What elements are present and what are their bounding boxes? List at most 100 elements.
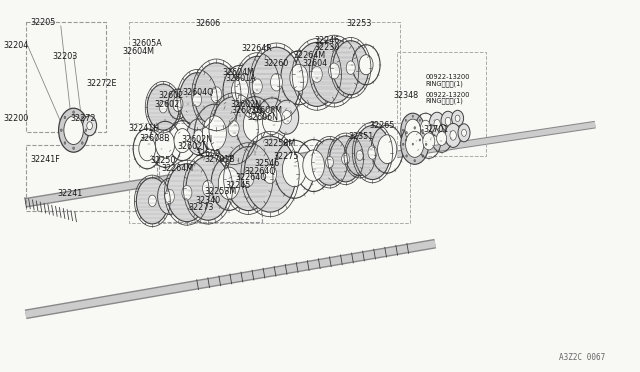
Text: RINGリング(1): RINGリング(1): [426, 98, 463, 105]
Ellipse shape: [83, 116, 97, 136]
Text: 32265: 32265: [370, 121, 396, 130]
Ellipse shape: [423, 133, 435, 150]
Ellipse shape: [420, 120, 431, 134]
Ellipse shape: [405, 119, 420, 141]
Ellipse shape: [412, 143, 413, 145]
Text: 32348: 32348: [394, 92, 419, 100]
Text: 32264M: 32264M: [293, 51, 325, 60]
Bar: [26, 22, 106, 132]
Text: 32340: 32340: [195, 196, 220, 205]
Ellipse shape: [147, 84, 179, 130]
Ellipse shape: [368, 146, 377, 159]
Ellipse shape: [441, 111, 455, 131]
Ellipse shape: [401, 113, 425, 147]
Ellipse shape: [414, 127, 415, 129]
Ellipse shape: [303, 150, 324, 181]
Ellipse shape: [64, 116, 66, 119]
Ellipse shape: [264, 164, 276, 184]
Text: 32264Q: 32264Q: [244, 167, 276, 176]
Ellipse shape: [401, 124, 429, 164]
Ellipse shape: [342, 153, 349, 164]
Text: 32241H: 32241H: [128, 124, 159, 133]
Ellipse shape: [237, 56, 277, 116]
Ellipse shape: [422, 129, 424, 131]
Text: 32273: 32273: [189, 203, 214, 212]
Ellipse shape: [174, 129, 191, 153]
Ellipse shape: [262, 107, 282, 135]
Text: 32602N: 32602N: [230, 100, 262, 109]
Ellipse shape: [282, 152, 307, 187]
Text: 32609: 32609: [195, 149, 220, 158]
Ellipse shape: [243, 170, 254, 187]
Text: 32204: 32204: [3, 41, 28, 50]
Text: 32701: 32701: [424, 125, 449, 134]
Ellipse shape: [179, 73, 215, 127]
Text: 32601A: 32601A: [225, 74, 256, 83]
Text: 00922-13200: 00922-13200: [426, 92, 470, 98]
Text: 32602N: 32602N: [232, 106, 263, 115]
Ellipse shape: [173, 97, 183, 112]
Text: 32606N: 32606N: [247, 113, 278, 122]
Ellipse shape: [157, 179, 182, 214]
Ellipse shape: [87, 122, 92, 130]
Ellipse shape: [450, 131, 456, 140]
Ellipse shape: [244, 136, 296, 212]
Ellipse shape: [403, 143, 404, 145]
Text: 32602: 32602: [155, 100, 180, 109]
Ellipse shape: [346, 135, 374, 176]
Ellipse shape: [186, 119, 211, 155]
Text: 32245: 32245: [225, 181, 251, 190]
Text: 32602: 32602: [159, 92, 184, 100]
Text: 32604M: 32604M: [123, 47, 155, 56]
Ellipse shape: [167, 164, 207, 222]
Ellipse shape: [211, 87, 222, 103]
Text: 32606M: 32606M: [251, 106, 283, 115]
Ellipse shape: [227, 147, 270, 211]
Text: 32241F: 32241F: [31, 155, 60, 164]
Text: 32250: 32250: [150, 156, 176, 165]
Ellipse shape: [282, 110, 292, 124]
Text: 32546: 32546: [255, 159, 280, 168]
Ellipse shape: [275, 100, 299, 134]
Ellipse shape: [436, 131, 447, 145]
Ellipse shape: [406, 132, 408, 134]
Ellipse shape: [378, 135, 397, 164]
Ellipse shape: [405, 139, 406, 141]
Ellipse shape: [312, 39, 356, 103]
Text: A3Z2C 0067: A3Z2C 0067: [559, 353, 605, 362]
Ellipse shape: [59, 108, 88, 152]
Ellipse shape: [426, 143, 427, 145]
Text: RINGリング(1): RINGリング(1): [426, 80, 463, 87]
Text: 32205: 32205: [31, 18, 56, 27]
Text: 32203: 32203: [52, 52, 77, 61]
Ellipse shape: [314, 139, 346, 185]
Ellipse shape: [156, 131, 175, 158]
Text: 32272: 32272: [70, 114, 96, 123]
Text: 32264M: 32264M: [161, 164, 193, 173]
Text: 32605A: 32605A: [131, 39, 162, 48]
Ellipse shape: [356, 151, 363, 160]
Ellipse shape: [73, 111, 74, 113]
Text: 32264R: 32264R: [242, 44, 273, 53]
Text: 32604Q: 32604Q: [182, 89, 214, 97]
Ellipse shape: [182, 186, 192, 200]
Text: 32606: 32606: [195, 19, 220, 28]
Ellipse shape: [458, 124, 470, 142]
Text: 32604: 32604: [302, 60, 327, 68]
Ellipse shape: [419, 139, 420, 141]
Ellipse shape: [403, 129, 404, 131]
Text: 32701B: 32701B: [205, 155, 236, 164]
Text: 00922-13200: 00922-13200: [426, 74, 470, 80]
Ellipse shape: [64, 116, 83, 144]
Ellipse shape: [252, 79, 262, 94]
Ellipse shape: [271, 73, 282, 91]
Bar: [159, 145, 262, 222]
Ellipse shape: [212, 97, 255, 161]
Ellipse shape: [139, 137, 156, 161]
Ellipse shape: [243, 108, 266, 141]
Ellipse shape: [85, 129, 87, 132]
Text: 32608B: 32608B: [140, 134, 170, 143]
Ellipse shape: [412, 115, 413, 117]
Ellipse shape: [429, 112, 445, 136]
Ellipse shape: [445, 124, 461, 147]
